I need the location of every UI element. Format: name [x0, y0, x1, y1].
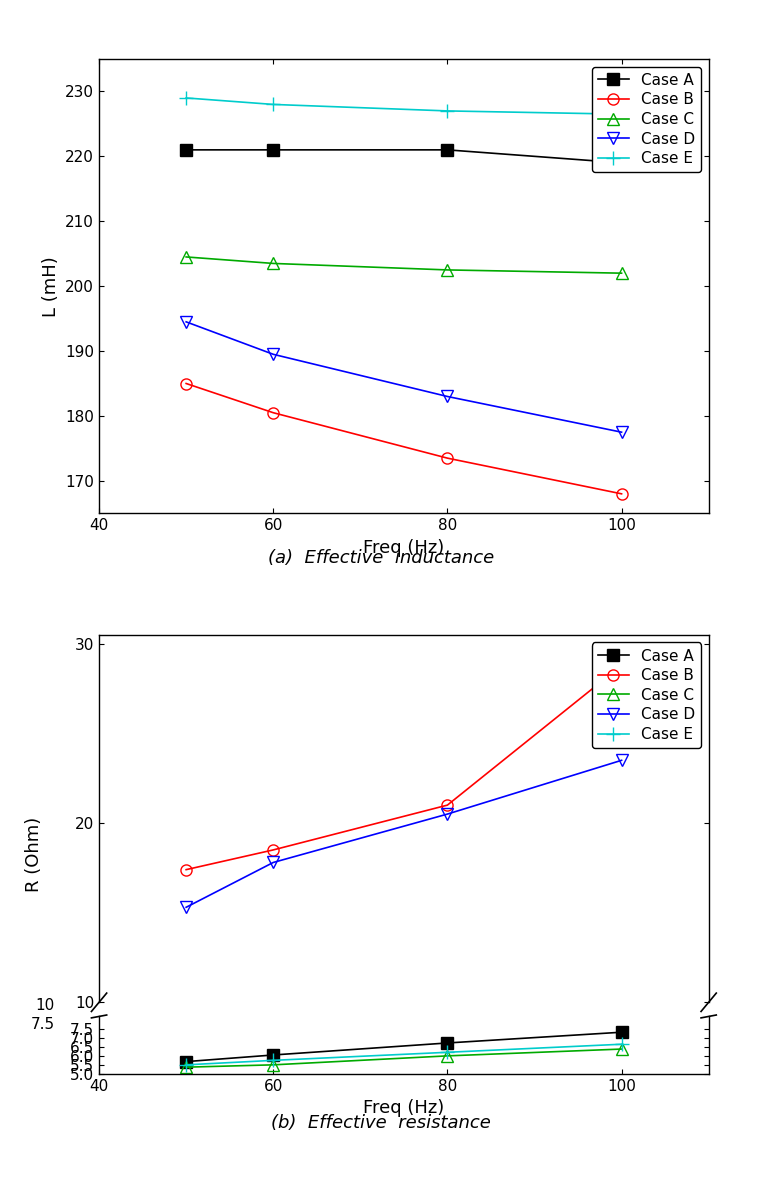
- Case E: [181, 1076, 190, 1090]
- Case E: [443, 104, 452, 118]
- Legend: Case A, Case B, Case C, Case D, Case E: Case A, Case B, Case C, Case D, Case E: [592, 66, 701, 172]
- Case E: [443, 1045, 452, 1060]
- Case E: [181, 91, 190, 105]
- Line: Case E: Case E: [179, 1037, 629, 1071]
- Text: 7.5: 7.5: [30, 1017, 55, 1032]
- Case B: [443, 798, 452, 812]
- Case C: [181, 1060, 190, 1074]
- Case C: [617, 1042, 626, 1056]
- Legend: Case A, Case B, Case C, Case D, Case E: Case A, Case B, Case C, Case D, Case E: [592, 642, 701, 748]
- Case D: [443, 389, 452, 404]
- Line: Case A: Case A: [181, 1044, 627, 1086]
- Case D: [617, 425, 626, 439]
- Case B: [269, 843, 278, 857]
- Case A: [617, 1043, 626, 1057]
- Case D: [269, 856, 278, 870]
- Case B: [617, 640, 626, 654]
- Line: Case C: Case C: [181, 1062, 627, 1090]
- Case A: [443, 1054, 452, 1068]
- Case C: [181, 250, 190, 264]
- Case A: [269, 143, 278, 157]
- Case A: [617, 156, 626, 170]
- Case E: [269, 97, 278, 111]
- Case B: [181, 845, 190, 859]
- Case C: [443, 263, 452, 277]
- Case A: [181, 1073, 190, 1087]
- Text: 10: 10: [35, 998, 55, 1012]
- Case E: [269, 1071, 278, 1086]
- Line: Case A: Case A: [181, 144, 627, 169]
- Case E: [617, 1055, 626, 1069]
- Line: Case C: Case C: [181, 251, 627, 278]
- Case B: [181, 376, 190, 391]
- Case D: [269, 838, 278, 852]
- Line: Case D: Case D: [181, 755, 627, 913]
- Case A: [269, 1066, 278, 1080]
- Case C: [269, 1057, 278, 1071]
- Y-axis label: L (mH): L (mH): [42, 256, 59, 316]
- Case A: [443, 1036, 452, 1050]
- Line: Case E: Case E: [179, 1055, 629, 1090]
- Case C: [181, 1079, 190, 1093]
- Case A: [443, 143, 452, 157]
- Line: Case B: Case B: [181, 660, 627, 876]
- Line: Case D: Case D: [181, 316, 627, 438]
- Case C: [443, 1049, 452, 1063]
- Case D: [181, 883, 190, 897]
- Case D: [181, 315, 190, 329]
- Case E: [443, 1063, 452, 1077]
- Line: Case B: Case B: [181, 378, 627, 499]
- Case C: [617, 267, 626, 281]
- Case B: [443, 451, 452, 465]
- Case B: [269, 406, 278, 420]
- Case D: [443, 789, 452, 804]
- Case D: [443, 807, 452, 821]
- X-axis label: Freq (Hz): Freq (Hz): [363, 1100, 444, 1117]
- Case E: [181, 1057, 190, 1071]
- Case B: [269, 825, 278, 839]
- Text: (b)  Effective  resistance: (b) Effective resistance: [271, 1114, 491, 1133]
- Line: Case E: Case E: [179, 91, 629, 122]
- Case B: [181, 863, 190, 877]
- Case A: [181, 1055, 190, 1069]
- Case D: [617, 735, 626, 749]
- Case B: [617, 487, 626, 502]
- X-axis label: Freq (Hz): Freq (Hz): [363, 539, 444, 557]
- Case C: [443, 1067, 452, 1081]
- Case A: [269, 1048, 278, 1062]
- Case D: [617, 753, 626, 767]
- Line: Case C: Case C: [181, 1043, 627, 1073]
- Case E: [617, 107, 626, 122]
- Line: Case B: Case B: [181, 642, 627, 857]
- Case B: [443, 780, 452, 794]
- Line: Case A: Case A: [181, 1027, 627, 1067]
- Case A: [181, 143, 190, 157]
- Case C: [617, 1060, 626, 1074]
- Case B: [617, 658, 626, 673]
- Case D: [269, 347, 278, 361]
- Case C: [269, 1076, 278, 1090]
- Case C: [269, 256, 278, 270]
- Text: R (Ohm): R (Ohm): [25, 817, 43, 892]
- Case E: [269, 1054, 278, 1068]
- Case A: [617, 1025, 626, 1040]
- Text: (a)  Effective  inductance: (a) Effective inductance: [268, 549, 494, 568]
- Case D: [181, 900, 190, 914]
- Line: Case D: Case D: [181, 736, 627, 894]
- Case E: [617, 1037, 626, 1051]
